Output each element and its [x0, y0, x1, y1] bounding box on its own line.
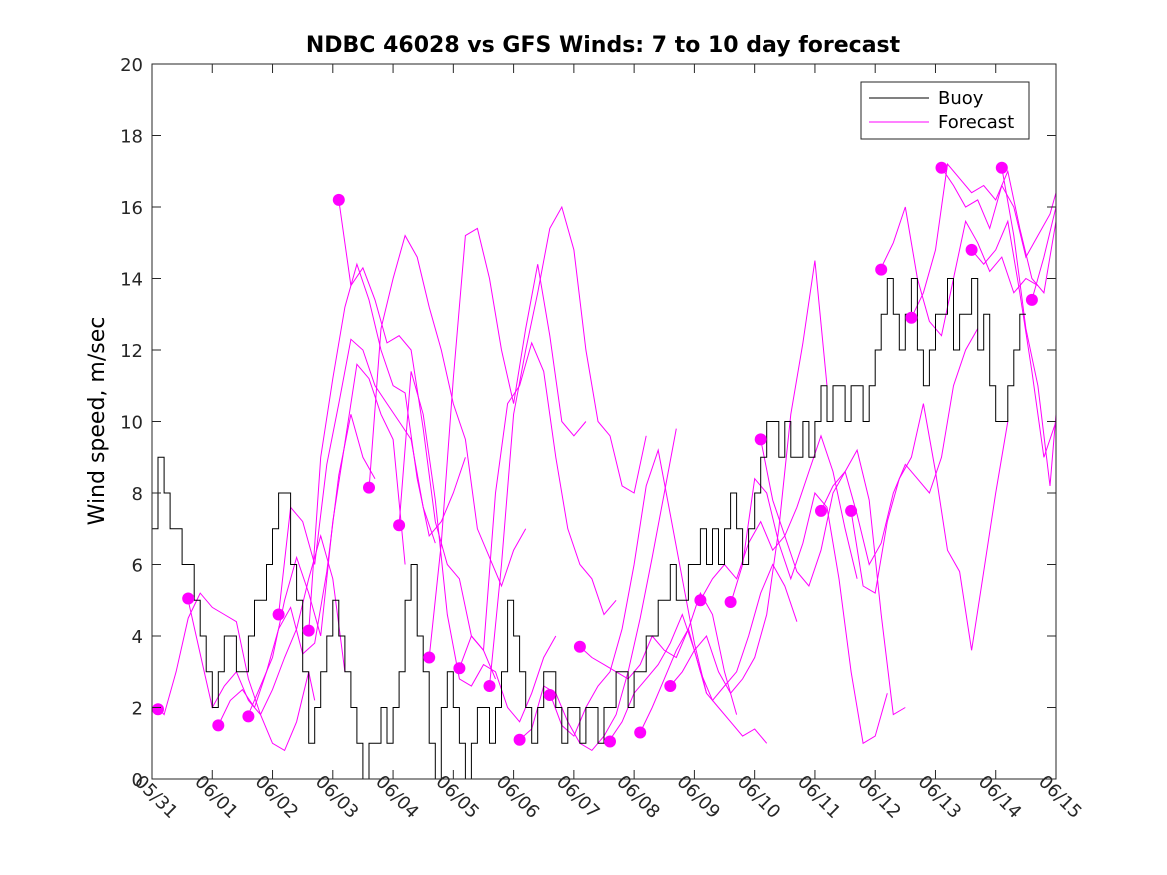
plot-area [151, 63, 1057, 780]
forecast-series-line [489, 205, 647, 687]
forecast-marker [513, 733, 526, 746]
forecast-marker [935, 161, 948, 174]
x-tick-label: 06/15 [1034, 771, 1086, 823]
y-tick-label: 12 [120, 341, 143, 362]
forecast-marker [272, 608, 285, 621]
forecast-marker [1025, 293, 1038, 306]
forecast-series-line [609, 613, 768, 744]
forecast-marker [604, 735, 616, 748]
forecast-marker [212, 719, 225, 732]
forecast-marker [965, 243, 978, 256]
forecast-series-line [880, 206, 1039, 337]
legend-box [860, 81, 1030, 140]
y-tick-label: 20 [120, 55, 143, 76]
y-tick-label: 2 [132, 699, 143, 720]
y-tick-label: 14 [120, 270, 143, 291]
forecast-series-line [579, 591, 738, 715]
forecast-marker [995, 161, 1008, 174]
forecast-series-line [428, 227, 587, 658]
forecast-marker [875, 263, 888, 276]
forecast-series-line [278, 338, 436, 615]
forecast-marker [845, 504, 858, 517]
y-tick-label: 8 [132, 484, 143, 505]
forecast-marker [634, 726, 647, 739]
forecast-marker [332, 193, 345, 206]
forecast-series-line [971, 219, 1057, 458]
forecast-marker [694, 594, 707, 607]
legend-buoy-label: Buoy [938, 88, 984, 109]
forecast-series-line [398, 371, 557, 723]
buoy-series-group [152, 278, 1026, 780]
y-axis-label: Wind speed, m/sec [85, 317, 110, 526]
forecast-series-line [941, 167, 1057, 259]
forecast-marker [393, 519, 406, 532]
forecast-marker [483, 680, 496, 692]
forecast-series-line [549, 448, 707, 737]
forecast-marker [815, 504, 827, 517]
forecast-series-line [850, 403, 1009, 651]
forecast-series-line [338, 199, 496, 680]
forecast-marker [182, 592, 195, 605]
forecast-markers-group [152, 161, 1038, 748]
forecast-marker [242, 710, 255, 723]
y-tick-label: 4 [132, 627, 143, 648]
forecast-series-line [669, 260, 828, 695]
chart-title: NDBC 46028 vs GFS Winds: 7 to 10 day for… [306, 33, 901, 58]
forecast-marker [423, 651, 436, 664]
forecast-marker [905, 311, 918, 324]
y-tick-label: 10 [120, 413, 143, 434]
forecast-series-line [308, 262, 466, 633]
buoy-series-line [152, 278, 1026, 780]
forecast-marker [302, 624, 315, 637]
forecast-series-line [730, 477, 888, 745]
forecast-series-line [639, 563, 798, 733]
forecast-marker [543, 689, 556, 701]
y-tick-label: 16 [120, 198, 143, 219]
forecast-series-line [1031, 206, 1057, 301]
y-axis-ticks: 0 2 4 6 8 10 12 14 16 18 20 [120, 55, 1056, 791]
forecast-series-line [910, 162, 1057, 319]
forecast-series-line [247, 363, 406, 715]
forecast-series-line [157, 592, 316, 752]
legend: Buoy Forecast [860, 81, 1030, 140]
forecast-marker [152, 703, 164, 716]
forecast-marker [363, 481, 375, 494]
forecast-marker [754, 433, 767, 446]
axes-box [152, 64, 1056, 779]
y-tick-label: 0 [132, 770, 143, 791]
forecast-marker [453, 662, 466, 675]
forecast-series-line [1001, 167, 1057, 486]
forecast-marker [664, 680, 677, 692]
y-tick-label: 18 [120, 127, 143, 148]
y-tick-label: 6 [132, 556, 143, 577]
legend-forecast-label: Forecast [938, 112, 1014, 133]
forecast-series-line [217, 414, 376, 726]
forecast-marker [573, 640, 586, 653]
forecast-marker [724, 596, 737, 608]
forecast-series-line [760, 439, 906, 716]
forecast-series-line [458, 341, 617, 669]
forecast-series-line [187, 534, 346, 716]
